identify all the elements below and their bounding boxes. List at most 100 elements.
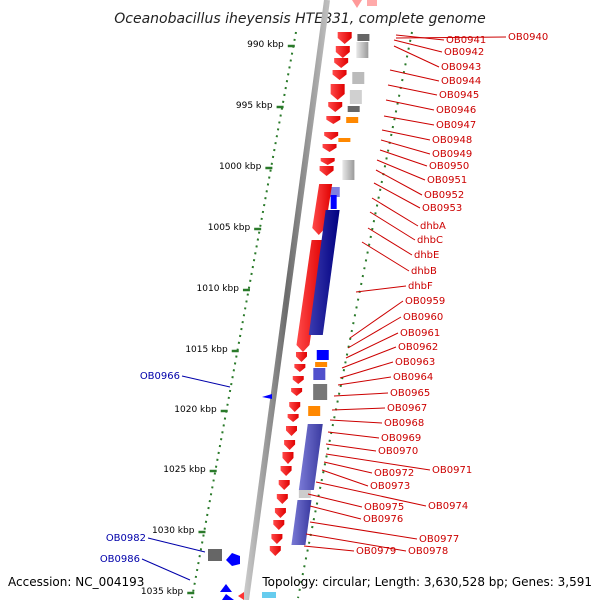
leader-line [361, 241, 410, 272]
forward-gene-arrow[interactable] [284, 440, 296, 450]
gene-label-ob0959[interactable]: OB0959 [405, 296, 445, 307]
gene-label-ob0977[interactable]: OB0977 [419, 534, 459, 545]
gene-label-ob0945[interactable]: OB0945 [439, 90, 479, 101]
gene-label-ob0975[interactable]: OB0975 [364, 502, 404, 513]
gene-label-ob0986[interactable]: OB0986 [100, 554, 140, 565]
gene-label-ob0961[interactable]: OB0961 [400, 328, 440, 339]
forward-gene-arrow[interactable] [328, 102, 343, 112]
gene-label-ob0942[interactable]: OB0942 [444, 47, 484, 58]
gene-label-ob0949[interactable]: OB0949 [432, 149, 472, 160]
gene-label-ob0973[interactable]: OB0973 [370, 481, 410, 492]
leader-line [309, 505, 362, 520]
scale-tick-label: 1010 kbp [197, 284, 240, 294]
gene-label-ob0965[interactable]: OB0965 [390, 388, 430, 399]
forward-gene-arrow[interactable] [319, 166, 334, 176]
forward-gene-arrow[interactable] [276, 494, 288, 504]
scale-tick-1000-kbp: 1000 kbp [219, 162, 273, 172]
forward-gene-arrow[interactable] [334, 58, 349, 68]
forward-gene-arrow[interactable] [273, 520, 285, 530]
leader-line [373, 182, 421, 209]
gene-label-ob0969[interactable]: OB0969 [381, 433, 421, 444]
gene-label-ob0940[interactable]: OB0940 [508, 32, 548, 43]
gene-label-ob0948[interactable]: OB0948 [432, 135, 472, 146]
gene-label-ob0972[interactable]: OB0972 [374, 468, 414, 479]
forward-gene-arrow[interactable] [322, 144, 337, 152]
forward-gene-arrow[interactable] [335, 46, 350, 58]
gene-label-ob0946[interactable]: OB0946 [436, 105, 476, 116]
forward-gene-arrow[interactable] [287, 414, 299, 422]
forward-gene-arrow[interactable] [291, 388, 303, 396]
forward-gene-arrow[interactable] [280, 466, 292, 476]
gene-label-ob0962[interactable]: OB0962 [398, 342, 438, 353]
reverse-gene-box[interactable] [208, 549, 222, 561]
reverse-gene-arrow[interactable] [262, 394, 272, 399]
gene-label-dhbf[interactable]: dhbF [408, 281, 433, 292]
gene-label-dhbc[interactable]: dhbC [417, 235, 443, 246]
forward-gene-arrow[interactable] [282, 452, 294, 464]
gene-label-ob0970[interactable]: OB0970 [378, 446, 418, 457]
feature-box [338, 138, 351, 142]
gene-label-ob0947[interactable]: OB0947 [436, 120, 476, 131]
leader-line [323, 461, 373, 474]
feature-band [308, 210, 340, 335]
forward-gene-arrow[interactable] [294, 364, 306, 372]
forward-gene-arrow[interactable] [352, 0, 362, 8]
leader-line [141, 558, 191, 581]
forward-gene-arrow[interactable] [292, 376, 304, 384]
forward-gene-arrow[interactable] [332, 70, 347, 80]
reverse-gene-arrow[interactable] [222, 594, 234, 600]
gene-label-ob0967[interactable]: OB0967 [387, 403, 427, 414]
gene-label-ob0971[interactable]: OB0971 [432, 465, 472, 476]
gene-label-ob0982[interactable]: OB0982 [106, 533, 146, 544]
reverse-gene-arrow[interactable] [220, 584, 232, 592]
gene-label-dhbb[interactable]: dhbB [411, 266, 437, 277]
leader-line [309, 521, 418, 540]
forward-gene-block[interactable] [296, 240, 325, 352]
forward-gene-arrow[interactable] [324, 132, 339, 140]
feature-box [367, 0, 377, 6]
forward-gene-arrow[interactable] [337, 32, 352, 44]
forward-gene-arrow[interactable] [285, 426, 297, 436]
gene-label-ob0943[interactable]: OB0943 [441, 62, 481, 73]
reverse-gene-arrow[interactable] [226, 553, 240, 566]
leader-line [339, 361, 394, 379]
gene-label-ob0952[interactable]: OB0952 [424, 190, 464, 201]
gene-label-ob0964[interactable]: OB0964 [393, 372, 433, 383]
gene-label-ob0968[interactable]: OB0968 [384, 418, 424, 429]
leader-line [325, 453, 431, 471]
leader-line [321, 469, 369, 487]
gene-label-ob0951[interactable]: OB0951 [427, 175, 467, 186]
gene-label-dhba[interactable]: dhbA [420, 221, 446, 232]
leader-line [395, 36, 507, 39]
gene-label-ob0978[interactable]: OB0978 [408, 546, 448, 557]
gene-label-ob0979[interactable]: OB0979 [356, 546, 396, 557]
scale-tick-label: 1025 kbp [163, 465, 206, 475]
forward-gene-block[interactable] [312, 184, 333, 235]
forward-gene-arrow[interactable] [320, 158, 335, 165]
gene-label-ob0953[interactable]: OB0953 [422, 203, 462, 214]
forward-gene-arrow[interactable] [238, 592, 244, 600]
gene-label-ob0950[interactable]: OB0950 [429, 161, 469, 172]
forward-gene-arrow[interactable] [269, 546, 281, 556]
gene-label-ob0974[interactable]: OB0974 [428, 501, 468, 512]
gene-label-ob0963[interactable]: OB0963 [395, 357, 435, 368]
gene-label-ob0960[interactable]: OB0960 [403, 312, 443, 323]
feature-box [313, 384, 328, 400]
forward-gene-arrow[interactable] [274, 508, 286, 518]
forward-gene-arrow[interactable] [278, 480, 290, 490]
gene-label-ob0966[interactable]: OB0966 [140, 371, 180, 382]
forward-gene-arrow[interactable] [326, 116, 341, 124]
forward-gene-arrow[interactable] [271, 534, 283, 544]
gene-label-ob0944[interactable]: OB0944 [441, 76, 481, 87]
gene-label-dhbe[interactable]: dhbE [414, 250, 439, 261]
forward-gene-arrow[interactable] [295, 352, 307, 362]
forward-gene-arrow[interactable] [289, 402, 301, 412]
gene-label-ob0976[interactable]: OB0976 [363, 514, 403, 525]
topology-text: Topology: circular; Length: 3,630,528 bp… [261, 575, 592, 589]
gene-label-ob0941[interactable]: OB0941 [446, 35, 486, 46]
leader-line [307, 493, 363, 508]
leader-line [385, 99, 435, 111]
forward-gene-arrow[interactable] [330, 84, 345, 100]
